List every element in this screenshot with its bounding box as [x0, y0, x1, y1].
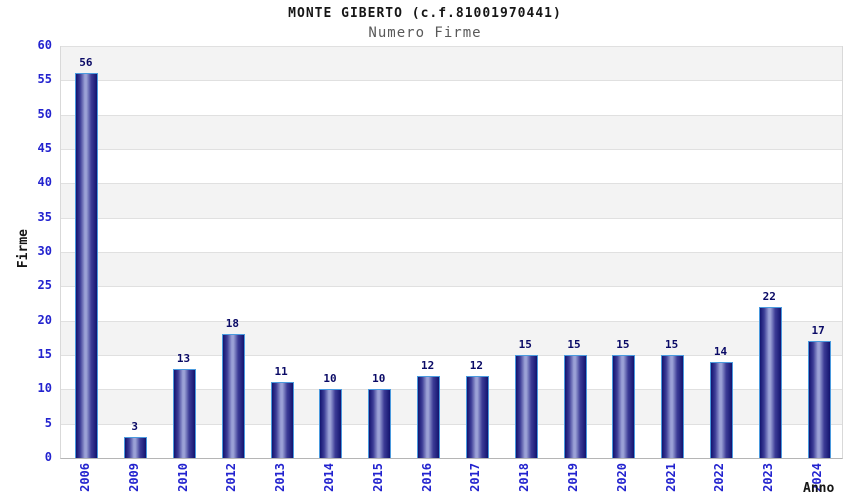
gridline — [61, 217, 842, 219]
grid-band — [61, 217, 842, 252]
gridline — [61, 80, 842, 82]
grid-band — [61, 80, 842, 115]
y-axis-title: Firme — [16, 229, 31, 269]
bar-value-label: 15 — [616, 338, 630, 351]
y-tick-label: 55 — [37, 72, 52, 87]
grid-band — [61, 46, 842, 81]
bar-2024 — [807, 341, 831, 458]
bar-value-label: 17 — [811, 324, 825, 338]
y-tick-label: 25 — [37, 278, 52, 293]
grid-band — [61, 320, 842, 355]
y-tick-label: 5 — [44, 415, 52, 430]
bar-value-label: 14 — [713, 344, 728, 358]
bar-2023 — [758, 306, 782, 458]
bar-2015 — [368, 389, 392, 458]
x-tick-label: 2018 — [517, 463, 532, 492]
bar-value-label: 56 — [79, 56, 93, 70]
gridline — [61, 183, 842, 185]
gridline — [61, 389, 842, 391]
x-tick-label: 2019 — [566, 463, 581, 492]
bar-2009 — [124, 437, 148, 458]
bar-2010 — [173, 368, 197, 458]
bar-2021 — [661, 355, 685, 458]
y-tick-label: 35 — [37, 209, 52, 224]
y-tick-label: 10 — [37, 381, 52, 396]
y-tick-label: 0 — [44, 450, 52, 464]
bar-2017 — [465, 375, 489, 458]
grid-band — [61, 183, 842, 218]
bar-value-label: 10 — [323, 372, 337, 386]
x-tick-label: 2013 — [273, 463, 288, 492]
bar-2020 — [612, 355, 636, 458]
y-tick-label: 30 — [37, 244, 52, 258]
bar-value-label: 15 — [518, 338, 532, 351]
bar-2022 — [709, 361, 733, 458]
y-tick-label: 50 — [37, 106, 52, 121]
x-axis-title: Anno — [803, 481, 835, 496]
x-tick-label: 2012 — [224, 463, 239, 492]
bar-value-label: 15 — [665, 338, 679, 351]
bar-value-label: 12 — [420, 358, 435, 372]
gridline — [61, 320, 842, 322]
bar-value-label: 22 — [762, 289, 776, 303]
y-tick-label: 45 — [37, 141, 52, 155]
bar-2006 — [75, 73, 99, 458]
x-tick-label: 2020 — [614, 463, 629, 492]
x-tick-label: 2015 — [370, 463, 385, 492]
plot-area — [60, 46, 843, 459]
grid-band — [61, 149, 842, 184]
gridline — [61, 355, 842, 356]
x-tick-label: 2014 — [321, 463, 336, 492]
bar-value-label: 12 — [469, 358, 484, 372]
bar-value-label: 13 — [176, 351, 191, 365]
gridline — [61, 46, 842, 47]
y-tick-label: 60 — [37, 38, 52, 52]
bar-value-label: 3 — [131, 420, 139, 434]
x-tick-label: 2022 — [712, 463, 727, 492]
gridline — [61, 423, 842, 425]
gridline — [61, 149, 842, 150]
bar-2012 — [221, 334, 245, 458]
bar-value-label: 15 — [567, 338, 581, 351]
y-tick-label: 15 — [37, 347, 52, 361]
bar-2018 — [514, 355, 538, 458]
bar-value-label: 18 — [225, 317, 239, 331]
y-tick-label: 40 — [37, 175, 52, 190]
gridline — [61, 114, 842, 116]
bar-2013 — [270, 382, 294, 458]
grid-band — [61, 286, 842, 321]
bar-2014 — [319, 389, 343, 458]
bar-value-label: 10 — [372, 372, 386, 386]
x-tick-label: 2016 — [419, 463, 434, 492]
x-tick-label: 2010 — [175, 463, 190, 492]
bar-value-label: 11 — [274, 365, 288, 379]
gridline — [61, 286, 842, 288]
x-tick-label: 2009 — [126, 463, 141, 492]
grid-band — [61, 252, 842, 287]
x-tick-label: 2017 — [468, 463, 483, 492]
gridline — [61, 252, 842, 253]
bar-2016 — [417, 375, 441, 458]
x-tick-label: 2006 — [77, 463, 92, 492]
chart-subtitle: Numero Firme — [368, 25, 482, 41]
y-tick-label: 20 — [37, 312, 52, 327]
x-tick-label: 2021 — [663, 463, 678, 492]
chart-title: MONTE GIBERTO (c.f.81001970441) — [288, 6, 562, 21]
grid-band — [61, 114, 842, 149]
x-tick-label: 2023 — [761, 463, 776, 492]
bar-2019 — [563, 355, 587, 458]
